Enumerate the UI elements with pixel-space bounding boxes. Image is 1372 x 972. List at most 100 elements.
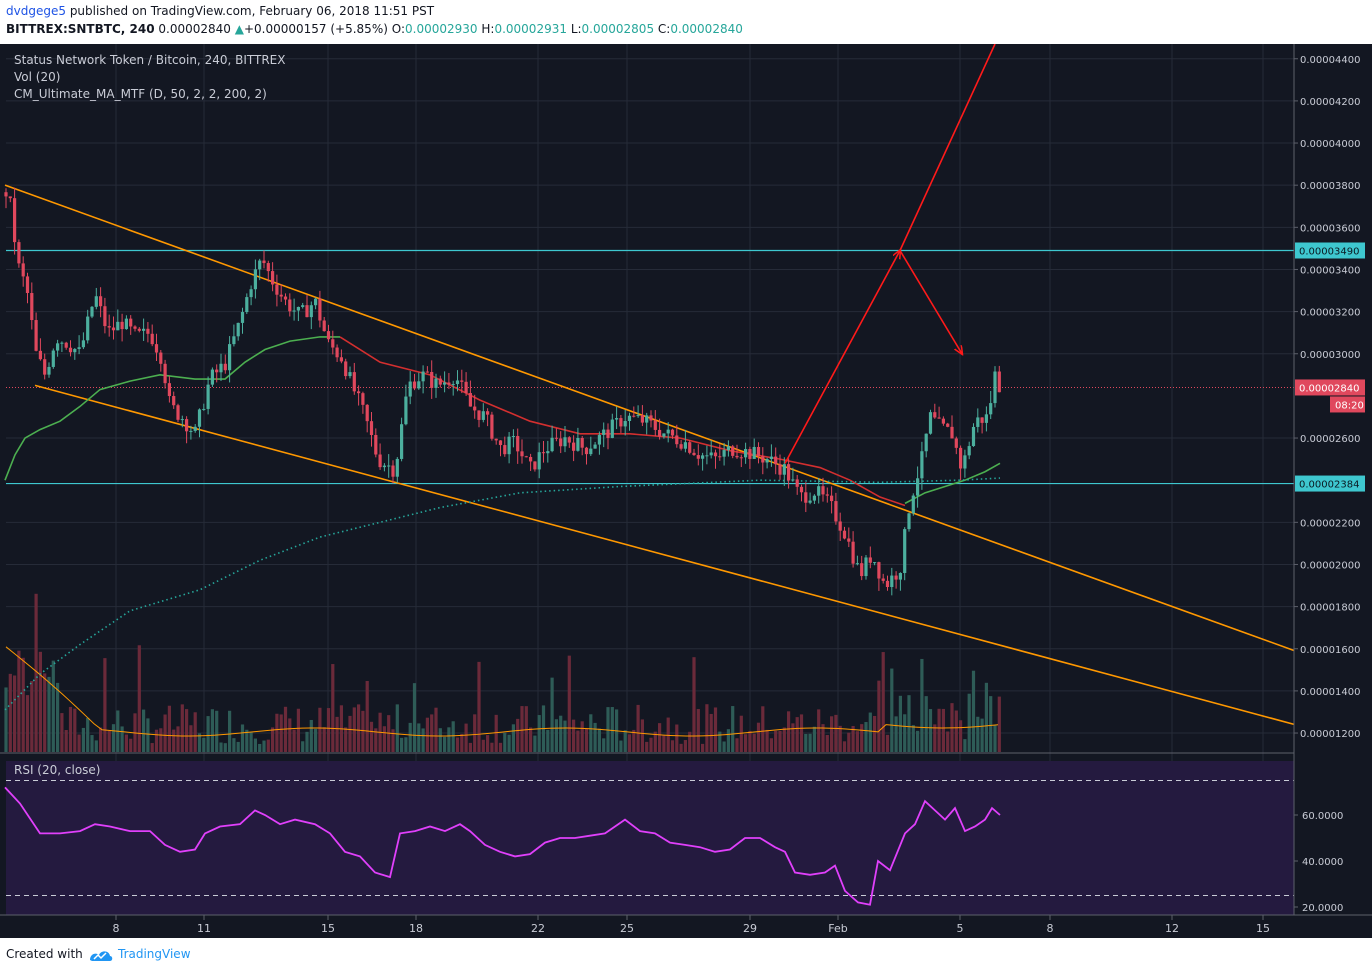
volume-bar xyxy=(830,716,834,752)
candle-body xyxy=(812,495,816,501)
volume-bar xyxy=(632,729,636,752)
candle-body xyxy=(795,479,799,487)
candle-body xyxy=(378,454,382,468)
volume-bar xyxy=(4,687,8,752)
candle-body xyxy=(606,429,610,438)
candle-body xyxy=(47,366,51,375)
volume-bar xyxy=(64,729,68,752)
candle-body xyxy=(799,486,804,493)
volume-bar xyxy=(73,708,77,752)
candle-body xyxy=(640,415,644,423)
volume-bar xyxy=(563,720,567,752)
volume-bar xyxy=(993,725,997,752)
volume-bar xyxy=(172,729,176,752)
candle-body xyxy=(111,327,116,331)
candle-body xyxy=(77,347,81,350)
volume-bar xyxy=(494,714,498,752)
volume-bar xyxy=(937,708,941,752)
candle-body xyxy=(490,414,494,439)
candle-body xyxy=(206,384,210,409)
volume-bar xyxy=(232,738,236,752)
date-tick-label: 29 xyxy=(743,922,757,935)
volume-bar xyxy=(731,706,735,752)
volume-bar xyxy=(30,681,34,752)
candle-body xyxy=(387,465,391,467)
up-arrow-icon: ▲ xyxy=(234,22,244,36)
candle-body xyxy=(133,326,137,329)
volume-bar xyxy=(275,713,279,752)
tradingview-link[interactable]: TradingView xyxy=(118,947,191,961)
candle-body xyxy=(989,403,993,415)
candle-body xyxy=(645,415,649,423)
volume-bar xyxy=(911,725,915,752)
candle-body xyxy=(937,417,941,419)
candle-body xyxy=(769,456,773,460)
candle-body xyxy=(980,417,984,423)
volume-bar xyxy=(524,706,528,752)
candle-body xyxy=(589,448,593,455)
rsi-panel xyxy=(4,780,1294,906)
volume-bar xyxy=(271,727,275,752)
volume-bar xyxy=(292,729,296,752)
volume-bar xyxy=(137,645,141,752)
candle-body xyxy=(946,423,950,427)
candle-body xyxy=(197,409,202,427)
candle-body xyxy=(283,296,288,300)
volume-bar xyxy=(507,734,511,752)
author-link[interactable]: dvdgege5 xyxy=(6,4,66,18)
volume-bar xyxy=(997,696,1001,752)
candle-body xyxy=(959,447,963,469)
volume-bar xyxy=(868,712,872,752)
candle-body xyxy=(438,378,442,385)
candle-body xyxy=(25,276,30,294)
tradingview-logo-icon[interactable] xyxy=(88,946,114,964)
candle-body xyxy=(541,452,546,454)
volume-bar xyxy=(516,718,520,752)
candle-body xyxy=(322,320,326,332)
candle-body xyxy=(245,297,249,313)
volume-bar xyxy=(314,728,318,752)
volume-bar xyxy=(56,682,60,752)
candle-body xyxy=(56,343,60,351)
volume-bar xyxy=(511,724,515,752)
volume-bar xyxy=(610,707,614,752)
candle-body xyxy=(64,342,68,348)
volume-bar xyxy=(550,677,554,752)
volume-bar xyxy=(408,722,412,752)
volume-bar xyxy=(38,651,42,752)
volume-bar xyxy=(627,734,632,752)
close-label: C: xyxy=(657,22,671,36)
volume-bar xyxy=(584,728,589,752)
candle-body xyxy=(524,456,528,458)
candle-body xyxy=(683,442,687,449)
volume-bar xyxy=(920,658,924,752)
volume-bar xyxy=(576,730,580,752)
close-value: 0.00002840 xyxy=(670,22,743,36)
volume-bar xyxy=(365,680,369,752)
volume-bar xyxy=(688,731,692,752)
volume-bar xyxy=(554,719,558,752)
volume-bar xyxy=(189,725,193,752)
last-price-label: 0.00002840 xyxy=(1299,383,1359,394)
chart-canvas[interactable]: 0.00004400 0.00004200 0.00004000 0.00003800… xyxy=(0,44,1372,938)
candle-body xyxy=(615,418,619,420)
volume-bar xyxy=(430,714,434,752)
candle-body xyxy=(971,426,976,447)
volume-bar xyxy=(236,741,240,752)
volume-bar xyxy=(808,733,812,752)
rsi-legend: RSI (20, close) xyxy=(14,763,100,777)
projection-arrow xyxy=(784,251,900,464)
volume-bar xyxy=(847,732,851,752)
candle-body xyxy=(748,449,752,459)
candle-body xyxy=(124,318,128,330)
candle-body xyxy=(701,455,705,459)
volume-bar xyxy=(253,738,257,752)
volume-bar xyxy=(722,741,726,752)
price-tick-label: 0.00001200 xyxy=(1300,729,1360,740)
candle-body xyxy=(864,557,868,577)
volume-bar xyxy=(374,728,378,752)
candle-body xyxy=(279,294,283,297)
volume-bar xyxy=(692,657,696,752)
volume-bar xyxy=(662,735,666,752)
volume-bar xyxy=(111,724,116,752)
